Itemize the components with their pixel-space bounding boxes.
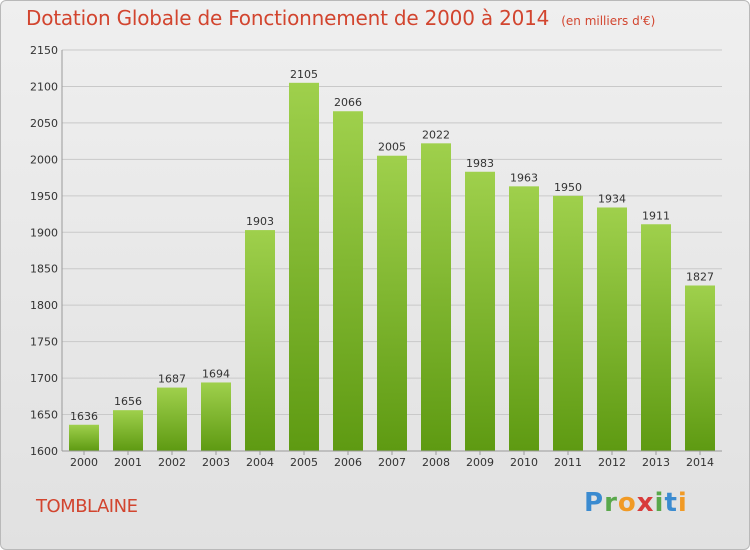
y-tick-label: 2100	[30, 80, 58, 93]
bar	[421, 143, 451, 451]
data-label: 2105	[290, 68, 318, 81]
x-tick-label: 2014	[686, 456, 714, 469]
x-tick-label: 2004	[246, 456, 274, 469]
chart-title-text: Dotation Globale de Fonctionnement de 20…	[26, 6, 550, 30]
data-label: 1950	[554, 181, 582, 194]
bar	[289, 82, 319, 452]
y-tick-label: 1950	[30, 190, 58, 203]
x-tick-label: 2010	[510, 456, 538, 469]
x-tick-label: 2009	[466, 456, 494, 469]
data-label: 2005	[378, 141, 406, 154]
x-tick-label: 2002	[158, 456, 186, 469]
bar	[113, 410, 143, 451]
bar	[245, 230, 275, 451]
data-label: 2022	[422, 128, 450, 141]
x-tick-label: 2012	[598, 456, 626, 469]
x-tick-label: 2013	[642, 456, 670, 469]
y-axis: 1600 1650 1700 1750 1800 1850 1900 1950 2000 2050…	[30, 44, 63, 458]
chart-title: Dotation Globale de Fonctionnement de 20…	[26, 6, 655, 30]
y-tick-label: 1900	[30, 226, 58, 239]
data-label: 1963	[510, 171, 538, 184]
y-tick-label: 1700	[30, 372, 58, 385]
bar	[377, 155, 407, 451]
data-label: 1694	[202, 367, 230, 380]
bar	[333, 111, 363, 451]
chart-unit: (en milliers d'€)	[561, 14, 656, 28]
x-tick-label: 2008	[422, 456, 450, 469]
y-tick-label: 1600	[30, 445, 58, 458]
data-label: 1934	[598, 192, 626, 205]
x-tick-label: 2006	[334, 456, 362, 469]
y-tick-label: 2150	[30, 44, 58, 57]
bar	[641, 224, 671, 451]
bar	[69, 424, 99, 451]
data-label: 1687	[158, 373, 186, 386]
data-label: 1911	[642, 209, 670, 222]
data-label: 1656	[114, 395, 142, 408]
bar	[597, 207, 627, 451]
y-tick-label: 1800	[30, 299, 58, 312]
x-tick-label: 2001	[114, 456, 142, 469]
y-tick-label: 2050	[30, 117, 58, 130]
bar	[465, 171, 495, 451]
x-tick-label: 2005	[290, 456, 318, 469]
proxiti-logo[interactable]: Proxiti	[584, 488, 688, 518]
y-tick-label: 1850	[30, 263, 58, 276]
bar	[553, 195, 583, 451]
bar	[685, 285, 715, 451]
x-tick-label: 2000	[70, 456, 98, 469]
bars: 1636 1656 1687 1694 1903 2105 2066 2005 2022 1983…	[69, 68, 715, 452]
bar	[201, 382, 231, 451]
x-axis: 2000 2001 2002 2003 2004 2005 2006 2007 2008 2009…	[62, 450, 722, 469]
data-label: 1636	[70, 410, 98, 423]
data-label: 1827	[686, 270, 714, 283]
data-label: 1903	[246, 215, 274, 228]
x-tick-label: 2003	[202, 456, 230, 469]
y-tick-label: 1650	[30, 409, 58, 422]
bar	[509, 186, 539, 451]
x-tick-label: 2007	[378, 456, 406, 469]
data-label: 1983	[466, 157, 494, 170]
y-tick-label: 1750	[30, 336, 58, 349]
y-tick-label: 2000	[30, 153, 58, 166]
x-tick-label: 2011	[554, 456, 582, 469]
bar	[157, 387, 187, 451]
city-name: TOMBLAINE	[36, 496, 138, 517]
data-label: 2066	[334, 96, 362, 109]
